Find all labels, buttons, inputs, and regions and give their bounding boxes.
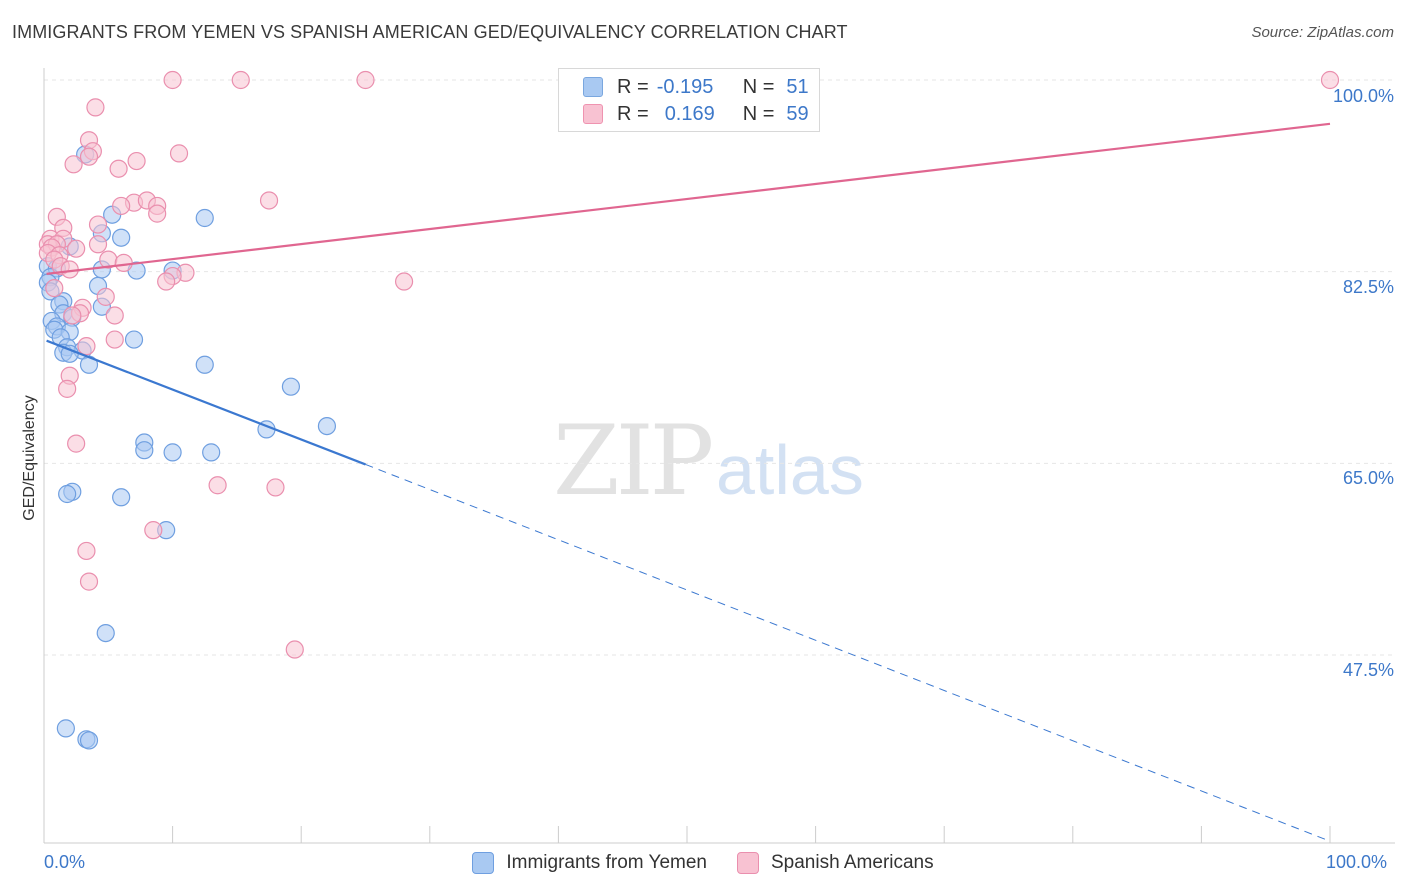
series-label-spanish: Spanish Americans <box>770 852 934 873</box>
data-point-spanish <box>88 235 108 254</box>
data-point-spanish <box>148 204 167 223</box>
series-swatch-yemen <box>472 852 495 874</box>
source-label[interactable]: Source: ZipAtlas.com <box>1251 24 1394 41</box>
trend-line-yemen-extension <box>365 463 1331 842</box>
data-point-spanish <box>63 306 82 325</box>
data-point-spanish <box>79 147 99 166</box>
data-point-yemen <box>96 623 115 643</box>
data-point-spanish <box>231 70 250 90</box>
legend-n-value: 51 <box>786 75 809 98</box>
series-legend: Immigrants from Yemen Spanish Americans <box>0 852 1406 874</box>
series-legend-yemen[interactable]: Immigrants from Yemen <box>472 852 707 874</box>
data-point-yemen <box>124 330 144 349</box>
data-point-yemen <box>317 416 337 436</box>
watermark-zip: ZIP <box>553 405 714 517</box>
legend-n-label: N = <box>742 102 775 125</box>
trend-line-yemen <box>46 339 366 466</box>
data-point-spanish <box>45 278 64 298</box>
y-axis-label: GED/Equivalency <box>21 395 38 521</box>
legend-r-label: R = <box>617 75 649 98</box>
data-point-spanish <box>88 215 108 234</box>
data-point-spanish <box>112 196 131 216</box>
data-point-spanish <box>356 70 375 90</box>
data-point-yemen <box>281 377 301 396</box>
data-point-spanish <box>394 272 414 291</box>
correlation-legend: R = -0.195 N = 51 R = 0.169 N = 59 <box>558 68 820 132</box>
data-point-spanish <box>266 478 285 497</box>
data-point-spanish <box>259 191 279 210</box>
data-point-yemen <box>195 208 214 228</box>
y-tick-label-47-5: 47.5% <box>1342 660 1394 680</box>
data-point-spanish <box>86 98 105 117</box>
legend-swatch-yemen <box>583 77 603 97</box>
legend-n-label: N = <box>742 75 775 98</box>
data-point-spanish <box>64 155 83 174</box>
series-legend-spanish[interactable]: Spanish Americans <box>736 852 934 874</box>
data-point-spanish <box>58 379 77 398</box>
data-point-spanish <box>285 640 304 659</box>
data-point-yemen <box>79 731 99 750</box>
data-point-spanish <box>79 572 99 591</box>
x-tick-label-100: 100.0% <box>1326 852 1388 872</box>
data-point-spanish <box>1320 70 1340 90</box>
data-point-yemen <box>163 443 182 462</box>
legend-r-value: 0.169 <box>664 102 715 125</box>
legend-r-label: R = <box>617 102 649 125</box>
legend-row-yemen: R = -0.195 N = 51 <box>583 75 809 99</box>
watermark-atlas: atlas <box>716 431 864 509</box>
data-point-spanish <box>77 541 96 561</box>
data-point-spanish <box>67 239 86 258</box>
x-tick-label-0: 0.0% <box>44 852 86 872</box>
data-point-spanish <box>77 337 96 356</box>
data-point-yemen <box>195 355 214 374</box>
legend-n-value: 59 <box>786 102 809 125</box>
series-swatch-spanish <box>736 852 759 874</box>
data-point-yemen <box>112 488 131 507</box>
data-point-spanish <box>105 330 124 349</box>
data-point-spanish <box>127 151 146 171</box>
data-point-spanish <box>109 159 128 178</box>
series-label-yemen: Immigrants from Yemen <box>506 852 707 873</box>
y-tick-label-82-5: 82.5% <box>1342 277 1394 297</box>
data-point-yemen <box>202 443 221 462</box>
data-point-yemen <box>56 719 75 738</box>
data-point-yemen <box>112 228 131 247</box>
data-point-yemen <box>58 484 77 504</box>
data-point-spanish <box>163 70 182 90</box>
legend-row-spanish: R = 0.169 N = 59 <box>583 102 809 126</box>
trend-line-spanish <box>46 122 1331 275</box>
legend-swatch-spanish <box>583 104 603 124</box>
data-point-spanish <box>114 253 133 273</box>
data-point-spanish <box>157 272 176 291</box>
data-point-spanish <box>96 287 115 306</box>
data-point-spanish <box>105 306 124 325</box>
data-point-spanish <box>67 434 86 453</box>
chart-title: IMMIGRANTS FROM YEMEN VS SPANISH AMERICA… <box>12 22 848 42</box>
data-point-spanish <box>169 144 189 163</box>
data-point-spanish <box>208 476 227 495</box>
y-tick-label-100: 100.0% <box>1332 86 1394 106</box>
legend-r-value: -0.195 <box>656 75 714 98</box>
y-tick-label-65: 65.0% <box>1342 468 1394 488</box>
data-point-yemen <box>135 441 154 460</box>
data-point-spanish <box>144 521 163 540</box>
